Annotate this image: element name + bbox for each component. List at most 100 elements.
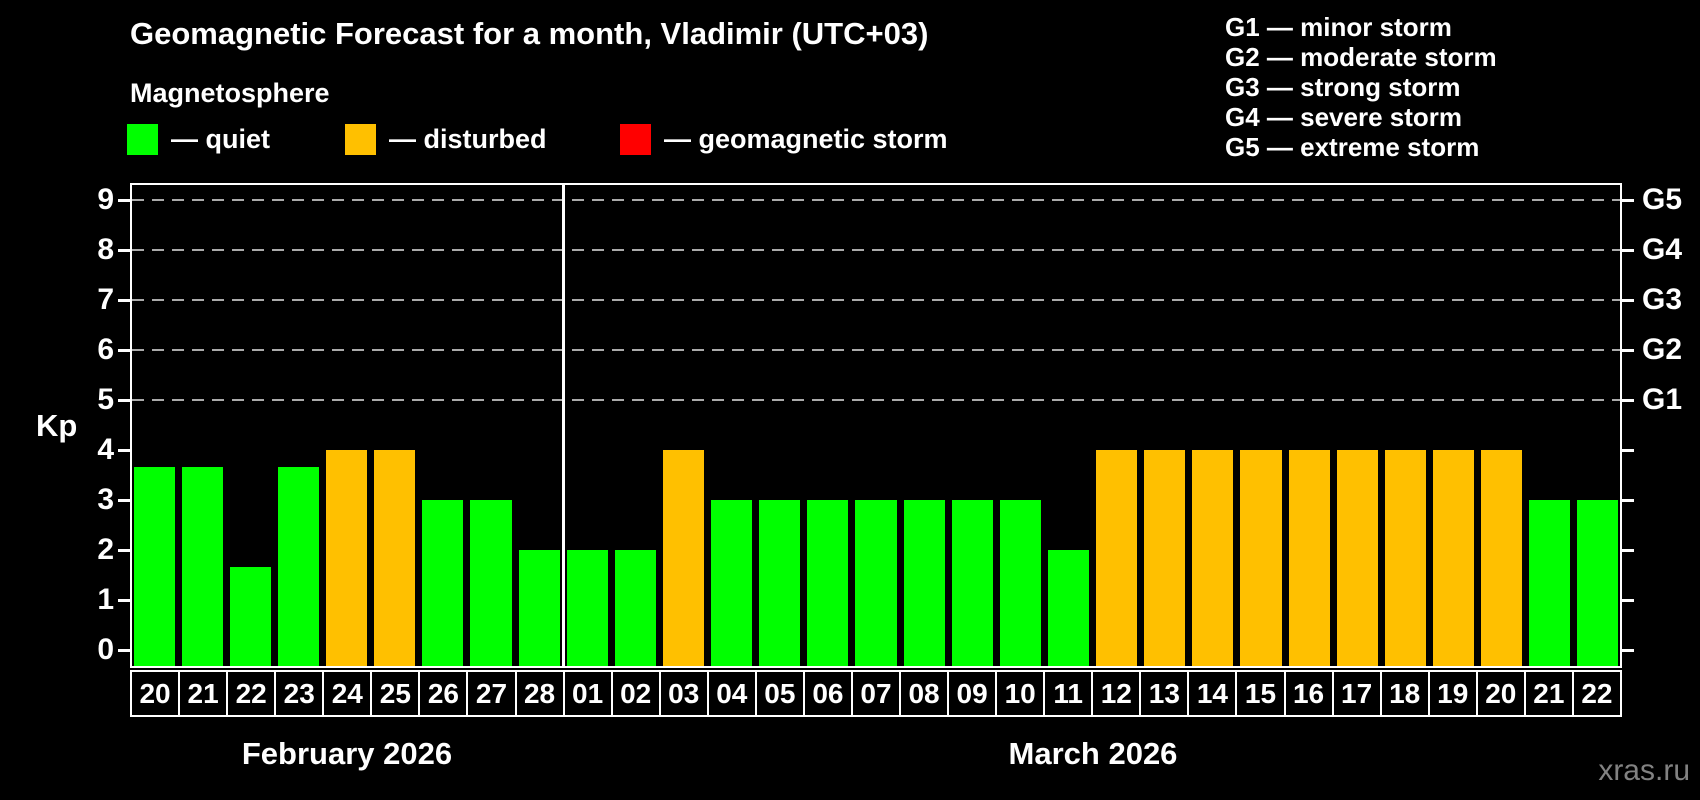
kp-bar-18-disturbed	[1384, 450, 1426, 666]
storm-color-swatch	[620, 124, 651, 155]
day-label-cell: 05	[757, 672, 805, 715]
kp-bar-21-quiet	[1529, 500, 1571, 666]
kp-bar-10-quiet	[999, 500, 1041, 666]
y-axis-tick-left	[118, 499, 130, 502]
legend-item-quiet: — quiet	[127, 124, 270, 155]
kp-bar-16-disturbed	[1288, 450, 1330, 666]
y-axis-tick-right	[1622, 299, 1634, 302]
day-label-cell: 09	[949, 672, 998, 715]
gridline-kp6	[132, 349, 1620, 351]
storm-scale-g4: G4 — severe storm	[1225, 102, 1463, 132]
kp-bar-14-disturbed	[1192, 450, 1234, 666]
day-label-cell: 10	[997, 672, 1046, 715]
gridline-kp7	[132, 299, 1620, 301]
kp-bar-03-disturbed	[662, 450, 705, 666]
kp-bar-08-quiet	[903, 500, 945, 666]
month-label-march: March 2026	[1008, 736, 1178, 771]
g-scale-label-g2: G2	[1642, 333, 1683, 366]
y-axis-tick-right	[1622, 449, 1634, 452]
y-axis-tick-right	[1622, 199, 1634, 202]
legend-item-disturbed: — disturbed	[345, 124, 547, 155]
y-axis-tick-right	[1622, 249, 1634, 252]
y-tick-label-3: 3	[97, 483, 114, 516]
kp-bar-25-disturbed	[374, 450, 416, 666]
day-axis-row: 20 21 22 23 24 25 26 27 28 01 02 03 04 05 06 07 08 09 10 11…	[130, 670, 1622, 717]
y-axis-tick-left	[118, 249, 130, 252]
kp-bar-28-quiet	[518, 550, 560, 666]
day-label-cell: 03	[661, 672, 709, 715]
g-scale-label-g3: G3	[1642, 283, 1683, 316]
disturbed-color-swatch	[345, 124, 376, 155]
day-label-cell: 20	[1478, 672, 1526, 715]
y-tick-label-1: 1	[97, 583, 114, 616]
day-label-cell: 22	[1581, 677, 1613, 709]
kp-bar-20-disturbed	[1481, 450, 1523, 666]
kp-bar-05-quiet	[759, 500, 801, 666]
storm-scale-g5: G5 — extreme storm	[1225, 132, 1480, 162]
watermark: xras.ru	[1598, 754, 1690, 787]
y-axis-tick-left	[118, 199, 130, 202]
y-axis-tick-left	[118, 349, 130, 352]
y-tick-label-7: 7	[97, 283, 114, 316]
y-axis-tick-left	[118, 299, 130, 302]
day-label-cell: 07	[853, 672, 901, 715]
day-label-cell: 16	[1286, 672, 1334, 715]
legend-label-quiet: — quiet	[171, 124, 270, 154]
y-axis-tick-left	[118, 449, 130, 452]
kp-bar-11-quiet	[1047, 550, 1090, 666]
y-tick-label-2: 2	[97, 533, 114, 566]
day-label-cell: 12	[1093, 672, 1142, 715]
kp-bar-21-quiet	[181, 466, 223, 666]
day-label-cell: 26	[420, 672, 469, 715]
kp-bar-06-quiet	[807, 500, 849, 666]
legend-label-disturbed: — disturbed	[389, 124, 547, 154]
kp-bar-12-disturbed	[1096, 450, 1138, 666]
y-axis-tick-right	[1622, 499, 1634, 502]
y-axis-tick-left	[118, 549, 130, 552]
y-axis-tick-left	[118, 399, 130, 402]
plot-area	[130, 183, 1622, 668]
day-label-cell: 23	[276, 672, 325, 715]
kp-bar-26-quiet	[422, 500, 464, 666]
kp-bar-01-quiet	[566, 550, 608, 666]
legend-item-storm: — geomagnetic storm	[620, 124, 948, 155]
y-tick-label-5: 5	[97, 383, 114, 416]
month-separator	[561, 185, 565, 666]
day-label-cell: 21	[1526, 672, 1574, 715]
day-label-cell: 21	[180, 672, 229, 715]
day-label-cell: 06	[805, 672, 853, 715]
storm-scale-legend: G1 — minor storm G2 — moderate storm G3 …	[1225, 12, 1497, 162]
storm-scale-g3: G3 — strong storm	[1225, 72, 1461, 102]
kp-bar-19-disturbed	[1432, 450, 1475, 666]
kp-bar-24-disturbed	[326, 450, 368, 666]
day-label-cell: 17	[1334, 672, 1382, 715]
y-axis-tick-right	[1622, 399, 1634, 402]
day-label-cell: 28	[517, 672, 565, 715]
kp-bar-07-quiet	[855, 500, 897, 666]
y-tick-label-8: 8	[97, 233, 114, 266]
kp-bar-17-disturbed	[1336, 450, 1378, 666]
y-tick-label-6: 6	[97, 333, 114, 366]
y-axis-tick-right	[1622, 349, 1634, 352]
kp-bar-22-quiet	[1577, 500, 1619, 666]
day-label-cell: 19	[1430, 672, 1478, 715]
chart-subtitle: Magnetosphere	[130, 78, 330, 108]
y-axis-tick-right	[1622, 549, 1634, 552]
day-label-cell: 13	[1141, 672, 1190, 715]
storm-scale-g2: G2 — moderate storm	[1225, 42, 1497, 72]
day-label-cell: 27	[468, 672, 517, 715]
kp-bar-23-quiet	[277, 466, 319, 666]
y-tick-label-9: 9	[97, 183, 114, 216]
day-label-cell: 04	[709, 672, 757, 715]
kp-bar-22-quiet	[229, 566, 271, 666]
y-axis-tick-left	[118, 649, 130, 652]
kp-bar-02-quiet	[614, 550, 656, 666]
day-label-cell: 22	[228, 672, 277, 715]
day-label-cell: 15	[1237, 672, 1286, 715]
kp-bar-15-disturbed	[1240, 450, 1282, 666]
day-label-cell: 24	[324, 672, 373, 715]
y-tick-label-4: 4	[97, 433, 114, 466]
gridline-kp9	[132, 199, 1620, 201]
gridline-kp8	[132, 249, 1620, 251]
y-axis-tick-right	[1622, 599, 1634, 602]
